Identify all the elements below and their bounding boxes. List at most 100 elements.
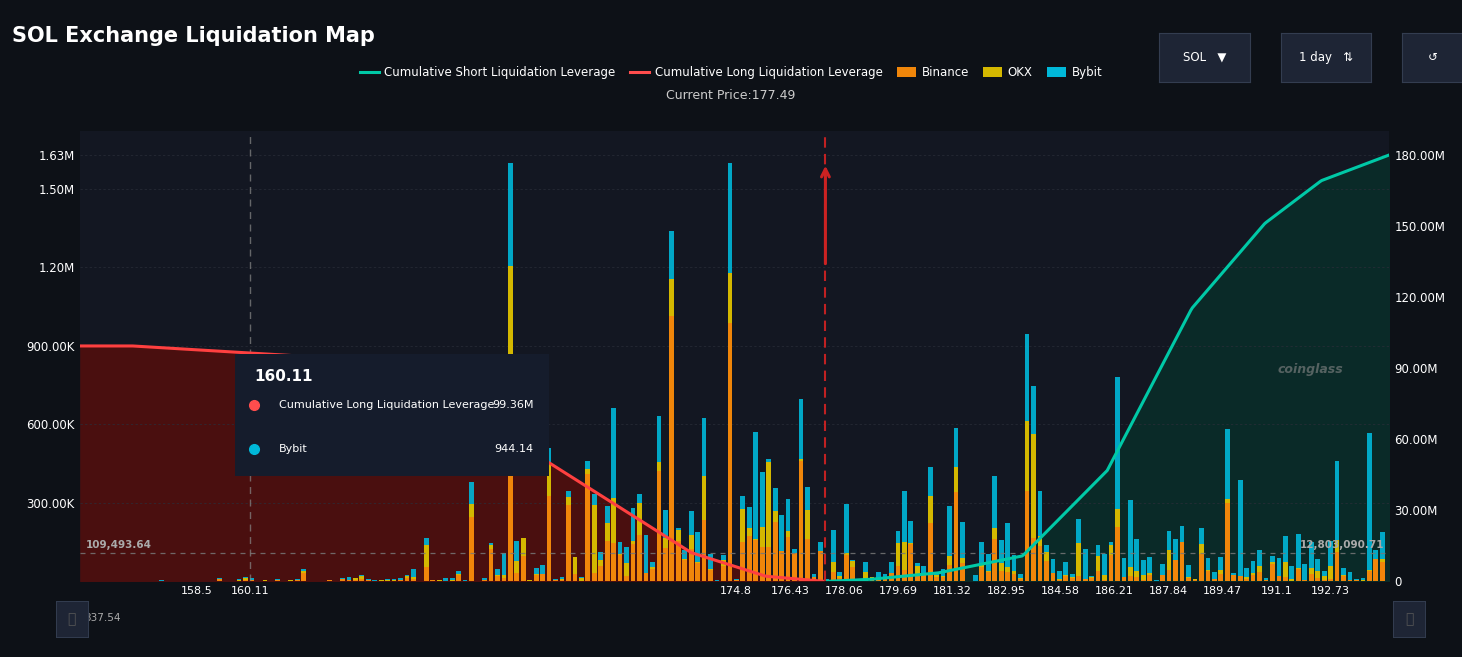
- Bar: [760, 547, 765, 581]
- Bar: [1316, 572, 1320, 578]
- Bar: [696, 563, 700, 581]
- Bar: [675, 528, 681, 530]
- Text: 99.36M: 99.36M: [493, 400, 534, 410]
- Bar: [624, 547, 629, 563]
- Bar: [1083, 579, 1088, 581]
- Bar: [1140, 580, 1146, 581]
- Bar: [708, 570, 713, 581]
- Bar: [1070, 574, 1075, 577]
- Bar: [1154, 580, 1158, 581]
- Bar: [1129, 567, 1133, 576]
- Bar: [553, 579, 558, 580]
- Bar: [915, 575, 920, 581]
- Bar: [1367, 570, 1371, 571]
- Bar: [547, 464, 551, 496]
- Bar: [1270, 564, 1275, 581]
- Bar: [766, 547, 770, 581]
- Bar: [662, 539, 668, 549]
- Bar: [1121, 558, 1126, 577]
- Bar: [1063, 576, 1069, 581]
- Bar: [327, 580, 332, 581]
- Bar: [515, 574, 519, 581]
- Bar: [696, 562, 700, 563]
- Bar: [1316, 559, 1320, 572]
- Bar: [1257, 566, 1262, 572]
- Bar: [488, 545, 493, 549]
- Bar: [851, 560, 855, 561]
- Bar: [1284, 578, 1288, 581]
- Bar: [424, 538, 428, 545]
- Bar: [592, 573, 596, 581]
- Bar: [863, 572, 868, 579]
- Bar: [1031, 538, 1037, 581]
- Bar: [598, 552, 604, 560]
- Bar: [838, 576, 842, 578]
- Bar: [1025, 334, 1029, 421]
- Bar: [870, 578, 874, 581]
- Bar: [953, 491, 959, 581]
- Bar: [1322, 571, 1326, 576]
- Bar: [469, 517, 474, 581]
- Bar: [928, 495, 933, 524]
- Bar: [1140, 560, 1146, 576]
- Bar: [902, 570, 906, 581]
- Bar: [1116, 527, 1120, 581]
- Bar: [863, 562, 868, 572]
- Bar: [1367, 434, 1371, 570]
- Text: ⏸: ⏸: [1405, 612, 1414, 626]
- Bar: [1140, 576, 1146, 580]
- Bar: [1089, 576, 1094, 578]
- Bar: [507, 163, 513, 266]
- Bar: [243, 578, 249, 579]
- Bar: [630, 543, 636, 581]
- Bar: [437, 580, 442, 581]
- Bar: [566, 497, 570, 505]
- Text: ↺: ↺: [1428, 51, 1437, 64]
- Bar: [830, 562, 836, 572]
- Bar: [1341, 576, 1347, 581]
- Bar: [1257, 551, 1262, 566]
- Bar: [624, 576, 629, 581]
- Bar: [1335, 552, 1339, 581]
- Bar: [1076, 519, 1080, 543]
- Bar: [443, 578, 449, 581]
- Bar: [1322, 579, 1326, 581]
- Bar: [819, 541, 823, 551]
- Bar: [520, 538, 526, 556]
- Bar: [1167, 531, 1171, 550]
- Bar: [250, 580, 254, 581]
- Bar: [1121, 578, 1126, 581]
- Bar: [811, 574, 816, 578]
- Bar: [482, 580, 487, 581]
- Bar: [566, 505, 570, 581]
- Bar: [683, 560, 687, 581]
- Bar: [1012, 555, 1016, 572]
- Bar: [360, 575, 364, 576]
- Bar: [883, 574, 887, 578]
- Bar: [1218, 570, 1224, 574]
- Bar: [352, 578, 358, 579]
- Bar: [618, 554, 623, 555]
- Bar: [928, 524, 933, 581]
- Text: SOL   ▼: SOL ▼: [1183, 51, 1227, 64]
- Bar: [773, 522, 778, 581]
- Bar: [1225, 503, 1230, 581]
- Bar: [896, 566, 901, 581]
- Bar: [993, 539, 997, 581]
- Bar: [961, 558, 965, 562]
- Bar: [1044, 545, 1048, 552]
- Bar: [798, 461, 803, 581]
- Bar: [560, 577, 564, 579]
- Bar: [734, 580, 738, 581]
- Bar: [1038, 547, 1042, 581]
- Bar: [675, 541, 681, 581]
- Bar: [560, 579, 564, 580]
- Bar: [908, 543, 914, 544]
- Bar: [921, 566, 925, 575]
- Bar: [747, 528, 751, 535]
- Bar: [1018, 579, 1023, 581]
- Bar: [766, 462, 770, 547]
- Bar: [779, 514, 784, 551]
- Bar: [496, 569, 500, 576]
- Bar: [496, 576, 500, 581]
